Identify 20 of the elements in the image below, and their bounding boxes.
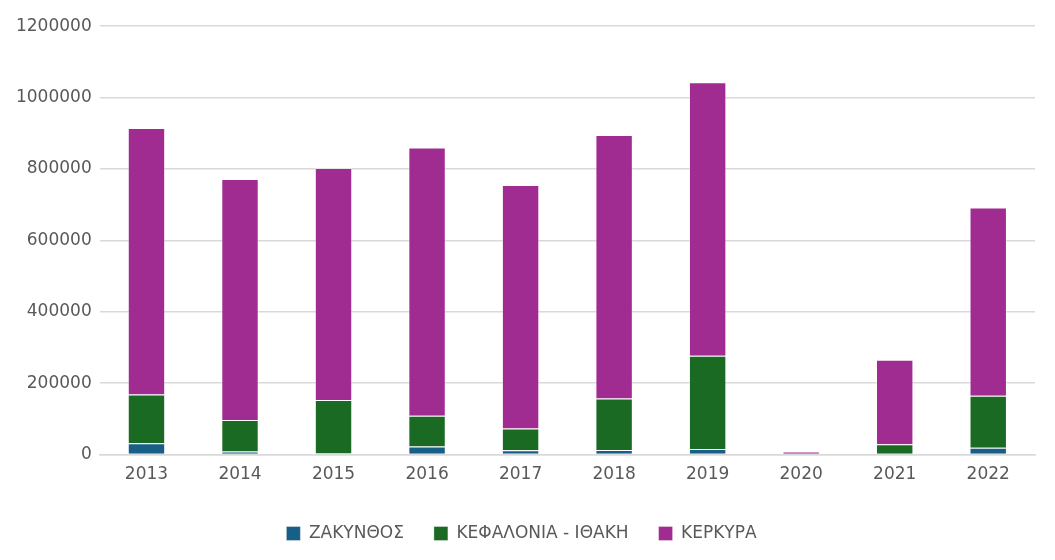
x-tick-label: 2022 (966, 463, 1010, 484)
y-tick-label: 1000000 (15, 86, 92, 107)
x-tick-label: 2013 (124, 463, 169, 484)
y-tick-label: 400000 (26, 300, 92, 321)
legend-label: ΖΑΚΥΝΘΟΣ (308, 521, 404, 542)
x-tick-label: 2021 (873, 463, 917, 484)
x-tick-label: 2018 (592, 463, 636, 484)
x-tick-label: 2014 (218, 463, 262, 484)
x-tick-label: 2015 (311, 463, 356, 484)
x-tick-label: 2019 (686, 463, 730, 484)
y-tick-label: 800000 (26, 157, 92, 178)
y-tick-label: 1200000 (15, 14, 92, 35)
y-tick-label: 200000 (26, 371, 92, 392)
legend-label: ΚΕΡΚΥΡΑ (681, 521, 757, 542)
y-tick-label: 600000 (26, 228, 92, 249)
x-tick-label: 2020 (779, 463, 823, 484)
x-tick-label: 2017 (498, 463, 543, 484)
legend-label: ΚΕΦΑΛΟΝΙΑ - ΙΘΑΚΗ (456, 521, 629, 542)
y-tick-label: 0 (80, 443, 92, 464)
x-tick-label: 2016 (405, 463, 449, 484)
